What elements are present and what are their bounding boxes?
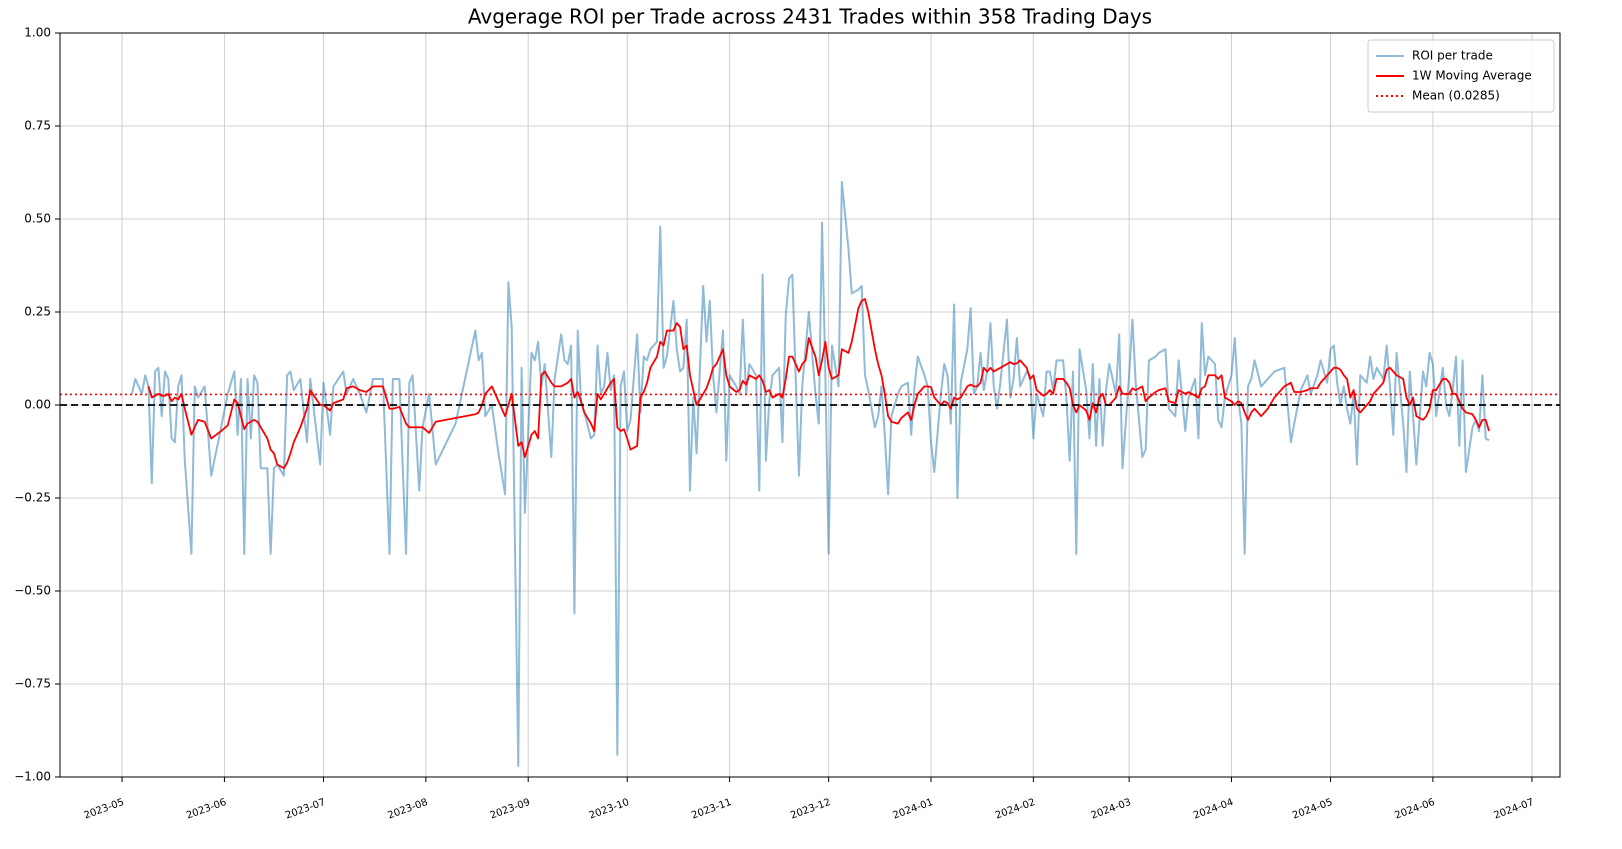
y-tick-label: 0.50 (24, 212, 51, 226)
x-tick-label: 2023-08 (386, 797, 429, 822)
x-tick-label: 2024-06 (1393, 797, 1436, 822)
x-tick-label: 2023-07 (284, 797, 327, 822)
x-tick-label: 2024-02 (994, 797, 1037, 822)
legend-box (1367, 39, 1555, 113)
x-tick-label: 2023-05 (83, 797, 126, 822)
legend-label: Mean (0.0285) (1412, 89, 1500, 103)
y-tick-label: −0.75 (14, 677, 51, 691)
x-tick-label: 2023-11 (690, 797, 733, 822)
y-tick-label: −0.25 (14, 491, 51, 505)
y-tick-label: 0.25 (24, 305, 51, 319)
x-tick-label: 2023-10 (588, 797, 631, 822)
series-line (147, 298, 1490, 470)
legend-label: 1W Moving Average (1412, 69, 1532, 83)
legend-label: ROI per trade (1412, 49, 1493, 63)
x-tick-label: 2024-07 (1492, 797, 1535, 822)
y-tick-label: 0.00 (24, 398, 51, 412)
y-tick-label: 0.75 (24, 119, 51, 133)
y-tick-label: −1.00 (14, 770, 51, 784)
plot-frame (59, 32, 1561, 778)
x-tick-label: 2024-01 (892, 797, 935, 822)
x-tick-label: 2024-05 (1291, 797, 1334, 822)
x-tick-label: 2024-03 (1090, 797, 1133, 822)
x-tick-label: 2023-09 (489, 797, 532, 822)
x-tick-label: 2023-06 (185, 797, 228, 822)
series-line (131, 180, 1490, 767)
chart-title: Avgerage ROI per Trade across 2431 Trade… (468, 5, 1152, 29)
x-tick-label: 2024-04 (1192, 797, 1235, 822)
y-tick-label: −0.50 (14, 584, 51, 598)
x-tick-label: 2023-12 (789, 797, 832, 822)
y-tick-label: 1.00 (24, 26, 51, 40)
